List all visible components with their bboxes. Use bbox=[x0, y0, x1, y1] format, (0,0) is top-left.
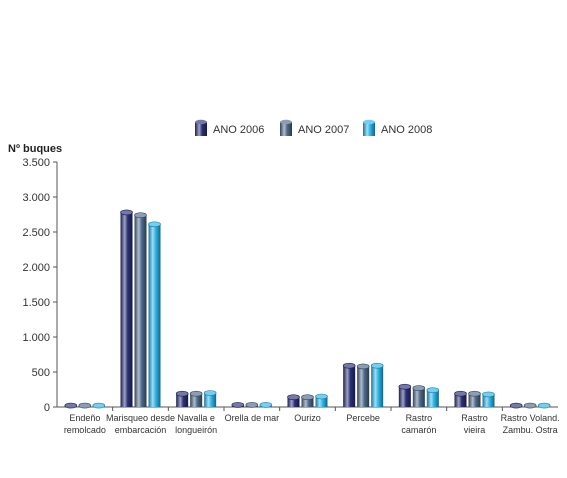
legend-entry: ANO 2007 bbox=[280, 119, 349, 136]
bar bbox=[315, 393, 328, 407]
axes: 0 500 1.000 1.500 2.000 2.500 3.000 3.500 bbox=[22, 157, 558, 414]
bar bbox=[412, 385, 426, 407]
x-tick-label: Rastro bbox=[406, 413, 433, 423]
bar bbox=[231, 402, 245, 408]
x-tick-label: Endeño bbox=[69, 413, 100, 423]
bar bbox=[120, 209, 133, 407]
bar bbox=[356, 363, 370, 407]
bar bbox=[64, 402, 78, 409]
bar bbox=[148, 221, 161, 407]
legend-label: ANO 2008 bbox=[381, 124, 432, 136]
bar bbox=[523, 402, 537, 409]
bar bbox=[370, 362, 384, 407]
bar bbox=[509, 402, 523, 409]
x-tick-label: Ourizo bbox=[294, 413, 321, 423]
y-tick-label: 2.500 bbox=[22, 227, 50, 239]
bar bbox=[203, 390, 217, 407]
y-tick-label: 3.000 bbox=[22, 192, 50, 204]
bar bbox=[398, 383, 412, 407]
x-tick-label: Marisqueo desde bbox=[106, 413, 175, 423]
bar bbox=[245, 402, 259, 408]
legend-entry: ANO 2008 bbox=[363, 119, 432, 136]
bar bbox=[78, 402, 92, 409]
y-tick-label: 0 bbox=[44, 402, 50, 414]
y-tick-label: 2.000 bbox=[22, 262, 50, 274]
y-tick-label: 1.000 bbox=[22, 332, 50, 344]
y-axis-label: Nº buques bbox=[8, 143, 62, 155]
bar bbox=[454, 390, 467, 407]
bar bbox=[259, 402, 273, 408]
bar bbox=[134, 212, 147, 407]
x-tick-label: Orella de mar bbox=[225, 413, 280, 423]
bar bbox=[342, 362, 356, 407]
legend-swatch bbox=[280, 119, 292, 136]
bar bbox=[92, 402, 106, 409]
x-tick-label: longueirón bbox=[175, 425, 217, 435]
legend-swatch bbox=[363, 119, 375, 136]
x-tick-label: Navalla e bbox=[177, 413, 215, 423]
x-tick-label: vieira bbox=[464, 425, 486, 435]
x-tick-label: Rastro Voland. bbox=[501, 413, 560, 423]
legend-swatch bbox=[195, 119, 207, 136]
bar bbox=[426, 387, 440, 407]
legend: ANO 2006 ANO 2007 ANO 2008 bbox=[195, 119, 432, 136]
legend-label: ANO 2006 bbox=[213, 124, 264, 136]
y-tick-label: 1.500 bbox=[22, 297, 50, 309]
bar bbox=[301, 394, 314, 407]
bar bbox=[175, 390, 189, 407]
bar bbox=[468, 390, 481, 407]
x-tick-label: remolcado bbox=[64, 425, 106, 435]
x-tick-label: camarón bbox=[401, 425, 436, 435]
legend-entry: ANO 2006 bbox=[195, 119, 264, 136]
x-tick-label: Zambu. Ostra bbox=[503, 425, 558, 435]
bars bbox=[64, 209, 551, 409]
legend-label: ANO 2007 bbox=[298, 124, 349, 136]
bar bbox=[287, 394, 300, 407]
y-tick-label: 3.500 bbox=[22, 157, 50, 169]
bar bbox=[189, 390, 203, 407]
x-tick-label: Percebe bbox=[346, 413, 380, 423]
x-tick-label: Rastro bbox=[461, 413, 488, 423]
bar bbox=[482, 391, 495, 407]
bar bbox=[537, 402, 551, 409]
y-tick-label: 500 bbox=[32, 367, 50, 379]
x-tick-label: embarcación bbox=[115, 425, 167, 435]
